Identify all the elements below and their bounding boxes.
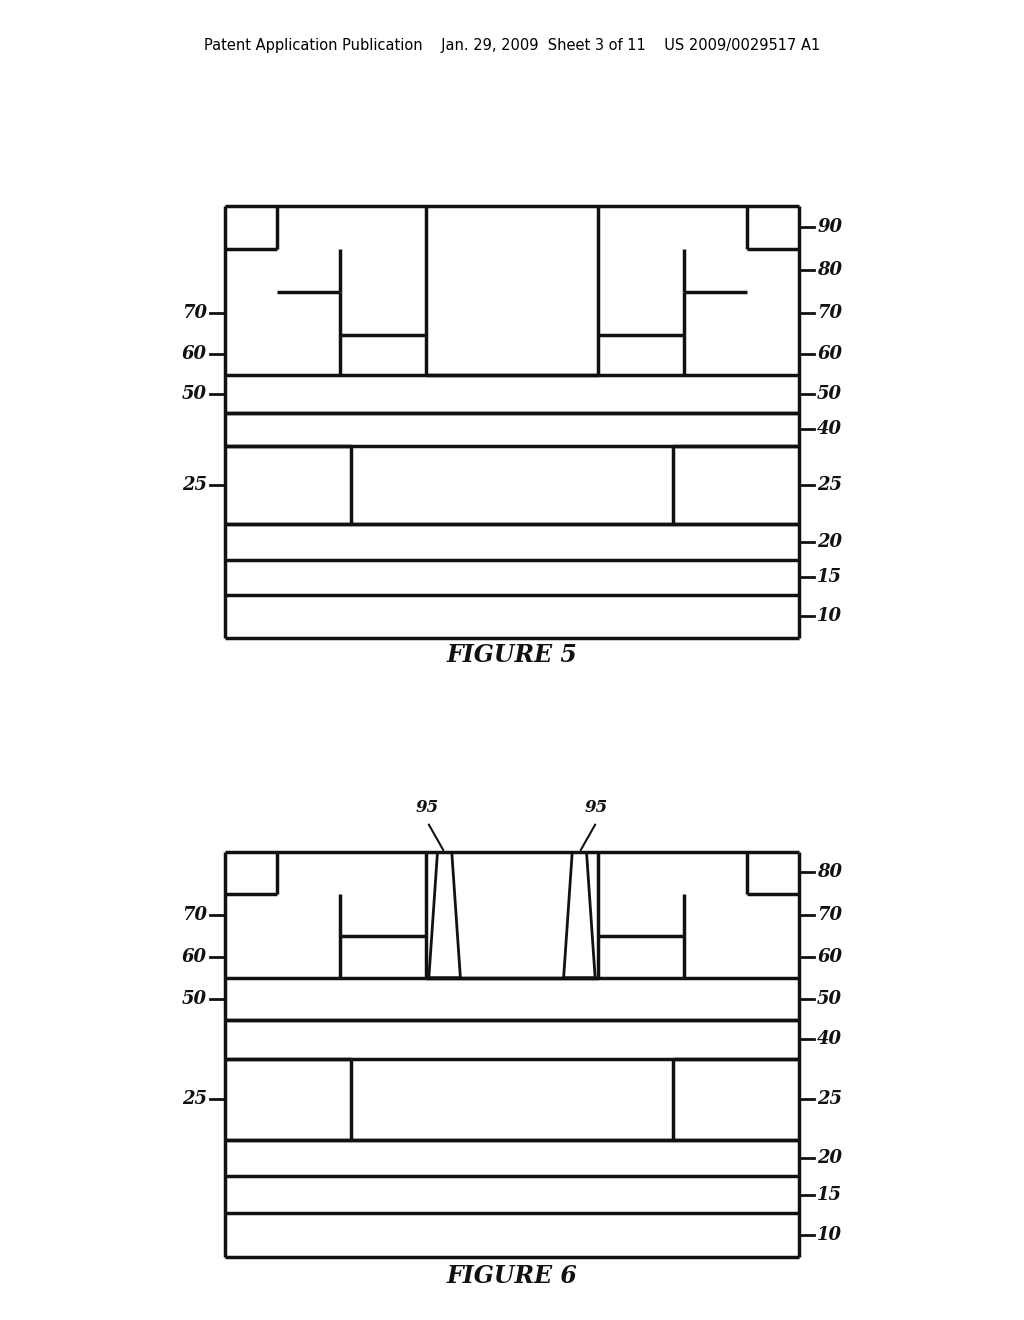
Text: 50: 50: [817, 385, 842, 403]
Text: 25: 25: [182, 1090, 207, 1107]
Text: 60: 60: [817, 948, 842, 966]
Text: 70: 70: [182, 304, 207, 322]
Text: 50: 50: [182, 385, 207, 403]
Text: 70: 70: [817, 304, 842, 322]
Text: 40: 40: [817, 420, 842, 438]
Text: 80: 80: [817, 863, 842, 880]
Text: 90: 90: [817, 218, 842, 236]
Text: 80: 80: [817, 261, 842, 280]
Text: 20: 20: [817, 533, 842, 550]
Text: 25: 25: [182, 477, 207, 494]
Text: 40: 40: [817, 1030, 842, 1048]
Text: 95: 95: [416, 799, 439, 816]
Text: FIGURE 6: FIGURE 6: [446, 1263, 578, 1287]
Text: 50: 50: [182, 990, 207, 1007]
Text: 60: 60: [182, 345, 207, 363]
Text: 50: 50: [817, 990, 842, 1007]
Polygon shape: [429, 853, 461, 978]
Text: FIGURE 5: FIGURE 5: [446, 643, 578, 668]
Text: Patent Application Publication    Jan. 29, 2009  Sheet 3 of 11    US 2009/002951: Patent Application Publication Jan. 29, …: [204, 38, 820, 53]
Text: 60: 60: [182, 948, 207, 966]
Text: 70: 70: [817, 906, 842, 924]
Text: 95: 95: [585, 799, 608, 816]
Text: 70: 70: [182, 906, 207, 924]
Text: 20: 20: [817, 1148, 842, 1167]
Polygon shape: [563, 853, 595, 978]
Text: 25: 25: [817, 477, 842, 494]
Text: 25: 25: [817, 1090, 842, 1107]
Text: 10: 10: [817, 1226, 842, 1243]
Text: 15: 15: [817, 1185, 842, 1204]
Text: 60: 60: [817, 345, 842, 363]
Text: 15: 15: [817, 569, 842, 586]
Text: 10: 10: [817, 607, 842, 626]
